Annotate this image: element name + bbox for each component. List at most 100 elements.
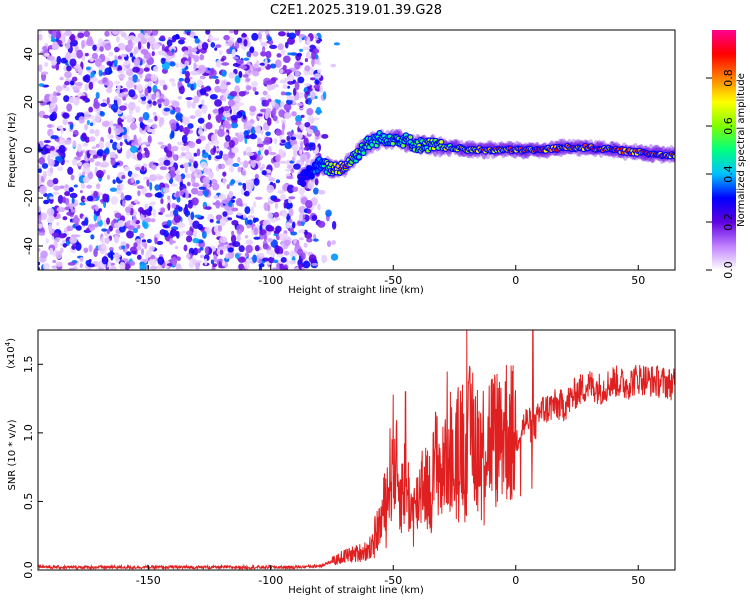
noise-speckle [71, 244, 76, 250]
noise-speckle [314, 79, 320, 85]
noise-speckle [306, 237, 313, 243]
noise-speckle [62, 118, 68, 126]
noise-speckle [124, 35, 130, 41]
noise-speckle [277, 43, 284, 51]
noise-speckle [82, 176, 90, 184]
noise-speckle [219, 150, 223, 157]
noise-speckle [214, 128, 219, 135]
noise-speckle [103, 160, 107, 164]
noise-speckle [192, 258, 197, 266]
noise-speckle [196, 148, 201, 157]
noise-speckle [77, 143, 82, 153]
y-tick-label: 0.5 [22, 493, 35, 511]
noise-speckle [151, 30, 159, 36]
noise-speckle [101, 120, 110, 127]
noise-speckle [298, 33, 306, 38]
noise-speckle [64, 81, 70, 86]
noise-speckle [257, 113, 263, 117]
y-tick-label: 1.5 [22, 356, 35, 374]
colorbar-tick-label: 0.2 [722, 213, 735, 231]
noise-speckle [72, 140, 77, 148]
noise-speckle [120, 192, 125, 201]
noise-speckle [226, 184, 230, 190]
noise-speckle [212, 108, 219, 114]
noise-speckle [165, 172, 171, 181]
noise-speckle [43, 199, 50, 205]
noise-speckle [321, 254, 328, 264]
noise-speckle [89, 122, 94, 127]
noise-speckle [179, 231, 184, 237]
noise-speckle [256, 143, 264, 148]
noise-speckle [112, 125, 117, 130]
noise-speckle [186, 181, 191, 187]
spectrogram-panel: -150 -100 -50 0 50 -40 -20 0 20 40 Height of str… [7, 29, 676, 296]
noise-speckle [75, 222, 79, 227]
noise-speckle [310, 118, 315, 124]
noise-speckle [252, 70, 260, 77]
noise-speckle [96, 170, 104, 179]
noise-speckle [101, 256, 109, 265]
noise-speckle [187, 123, 194, 129]
noise-speckle [199, 75, 206, 80]
noise-speckle [208, 154, 212, 161]
noise-speckle [65, 51, 72, 61]
noise-speckle [104, 30, 110, 37]
noise-speckle [219, 249, 224, 255]
noise-speckle [164, 214, 171, 218]
noise-speckle [222, 153, 229, 161]
noise-speckle [130, 177, 135, 184]
noise-speckle [245, 239, 254, 245]
noise-speckle [203, 86, 212, 92]
noise-speckle [171, 81, 176, 87]
noise-speckle [78, 116, 85, 124]
noise-speckle [191, 197, 199, 206]
noise-speckle [38, 232, 46, 236]
noise-speckle [135, 239, 140, 243]
noise-speckle [281, 119, 287, 124]
noise-speckle [86, 184, 93, 189]
noise-speckle [222, 211, 228, 217]
noise-speckle [252, 217, 257, 224]
noise-speckle [232, 241, 241, 248]
noise-speckle [183, 50, 190, 55]
noise-speckle [175, 33, 180, 39]
noise-speckle [57, 166, 63, 172]
noise-speckle [40, 250, 48, 259]
noise-speckle [94, 205, 99, 212]
noise-speckle [103, 148, 110, 155]
noise-speckle [174, 106, 181, 113]
noise-speckle [144, 32, 149, 40]
noise-speckle [89, 157, 95, 163]
noise-speckle [227, 250, 235, 259]
noise-speckle [71, 197, 75, 204]
noise-speckle [86, 120, 90, 126]
noise-speckle [257, 150, 262, 156]
noise-speckle [187, 82, 192, 88]
noise-speckle [262, 243, 269, 250]
noise-speckle [279, 160, 287, 164]
noise-speckle [147, 128, 154, 133]
noise-speckle [212, 263, 218, 268]
noise-speckle [288, 208, 294, 217]
noise-speckle [204, 258, 208, 266]
noise-speckle [252, 51, 259, 57]
noise-speckle [158, 157, 163, 162]
noise-speckle [144, 203, 149, 210]
noise-speckle [82, 96, 88, 102]
x-tick-label: -100 [258, 574, 283, 587]
noise-speckle [175, 190, 180, 199]
noise-speckle [284, 41, 289, 49]
noise-speckle [279, 79, 287, 84]
noise-speckle [261, 170, 267, 176]
noise-speckle [100, 236, 106, 245]
noise-speckle [222, 95, 227, 102]
noise-speckle [315, 106, 322, 116]
noise-speckle [218, 261, 222, 268]
noise-speckle [85, 66, 91, 71]
noise-speckle [68, 267, 76, 270]
noise-speckle [125, 150, 131, 159]
noise-speckle [38, 30, 42, 33]
noise-speckle [300, 140, 304, 148]
noise-speckle [237, 156, 241, 163]
noise-speckle [38, 261, 41, 266]
